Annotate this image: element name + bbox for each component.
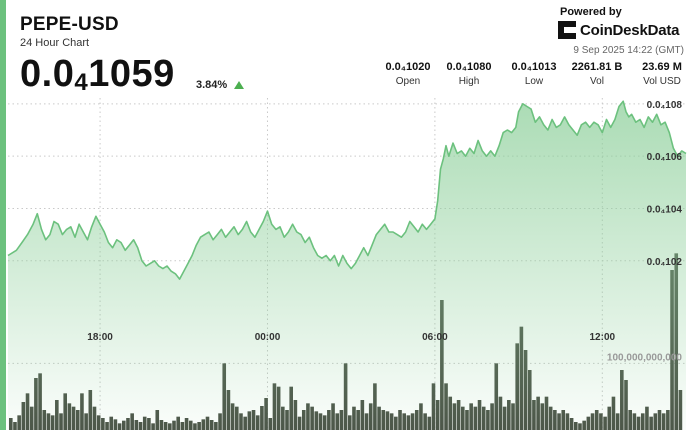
timestamp: 9 Sep 2025 14:22 (GMT) (573, 45, 684, 56)
x-tick-label: 06:00 (422, 332, 448, 343)
accent-bar (0, 0, 6, 430)
coindesk-logo-icon (558, 21, 576, 39)
y-tick-label: 0.0₄106 (647, 152, 683, 163)
stat-low: 0.0₄1013 Low (506, 61, 562, 87)
stat-volume-usd-value: 23.69 M (642, 61, 682, 73)
stat-high-label: High (458, 76, 480, 87)
pair-title: PEPE-USD (20, 14, 119, 35)
powered-by-label: Powered by (560, 6, 622, 18)
current-price: 0.041059 (20, 52, 175, 105)
stat-volume-value: 2261.81 B (571, 61, 623, 73)
stat-high-value: 0.0₄1080 (446, 61, 492, 73)
price-area-fill (8, 101, 686, 430)
x-tick-label: 00:00 (255, 332, 281, 343)
stat-high: 0.0₄1080 High (441, 61, 497, 87)
stat-volume-usd-label: Vol USD (643, 76, 681, 87)
x-tick-label: 18:00 (87, 332, 113, 343)
chart-subtitle: 24 Hour Chart (20, 37, 90, 49)
volume-tick-label: 100,000,000,000 (607, 352, 683, 363)
stat-open-label: Open (395, 76, 421, 87)
y-tick-label: 0.0₄102 (647, 257, 683, 268)
up-arrow-icon (234, 81, 244, 89)
stat-volume-label: Vol (590, 76, 604, 87)
stat-open: 0.0₄1020 Open (380, 61, 436, 87)
y-tick-label: 0.0₄104 (647, 204, 683, 215)
stat-volume-usd: 23.69 M Vol USD (632, 61, 692, 87)
x-tick-label: 12:00 (590, 332, 616, 343)
stat-volume: 2261.81 B Vol (566, 61, 628, 87)
stat-low-value: 0.0₄1013 (511, 61, 557, 73)
price-line (7, 100, 687, 280)
brand-logo: CoinDeskData (558, 21, 679, 39)
brand-name: CoinDeskData (580, 21, 680, 39)
stat-low-label: Low (524, 76, 544, 87)
stat-open-value: 0.0₄1020 (385, 61, 431, 73)
price-digits: 1059 (88, 53, 175, 95)
y-tick-label: 0.0₄108 (647, 100, 683, 111)
price-change: 3.84% (196, 79, 228, 91)
price-main: 0.0 (20, 53, 75, 95)
price-zero-count: 4 (74, 69, 89, 96)
